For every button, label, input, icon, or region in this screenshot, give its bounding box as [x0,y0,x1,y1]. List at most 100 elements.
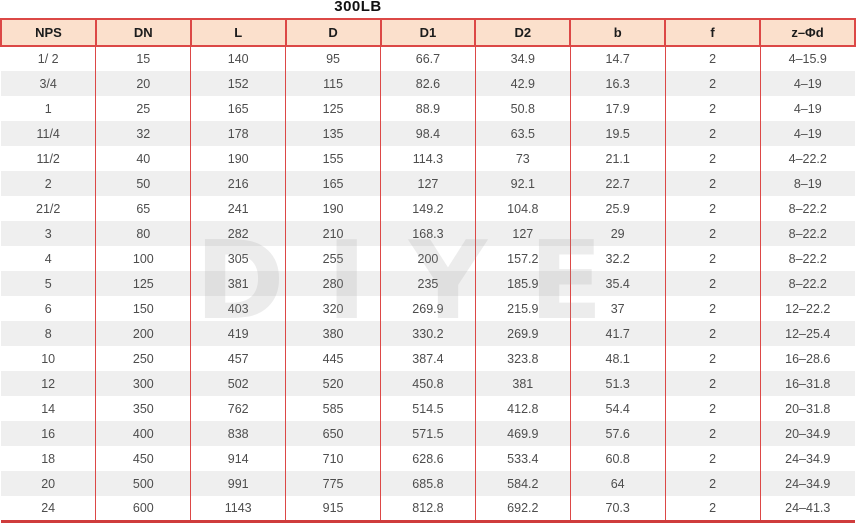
table-row: 1 25 165 125 88.9 50.8 17.9 2 4–19 [1,96,855,121]
table-row: 2 50 216 165 127 92.1 22.7 2 8–19 [1,171,855,196]
table-cell: 838 [190,421,287,446]
table-cell: 775 [285,471,381,496]
table-cell: 42.9 [474,71,571,96]
table-cell: 400 [95,421,192,446]
table-cell: 190 [285,196,381,221]
table-cell: 520 [285,371,381,396]
table-cell: 11/2 [1,146,97,171]
table-header-row: NPS DN L D D1 D2 b f z–Φd [0,18,856,47]
flange-dimensions-table: NPS DN L D D1 D2 b f z–Φd 1/ 2 15 140 95 66.7 34.9 14.… [0,18,856,523]
table-cell: 2 [664,46,761,71]
table-cell: 29 [569,221,666,246]
table-cell: 445 [285,346,381,371]
table-row: 12 300 502 520 450.8 381 51.3 2 16–31.8 [1,371,855,396]
table-cell: 533.4 [474,446,571,471]
table-cell: 584.2 [474,471,571,496]
table-row: 5 125 381 280 235 185.9 35.4 2 8–22.2 [1,271,855,296]
table-cell: 4 [1,246,97,271]
table-cell: 4–19 [759,71,855,96]
table-cell: 14 [1,396,97,421]
column-header: f [664,18,761,47]
table-cell: 35.4 [569,271,666,296]
column-header: D2 [474,18,572,47]
table-cell: 2 [664,171,761,196]
table-cell: 200 [380,246,476,271]
table-cell: 114.3 [380,146,476,171]
table-cell: 15 [95,46,192,71]
table-cell: 88.9 [380,96,476,121]
table-cell: 2 [664,196,761,221]
table-cell: 8–22.2 [759,246,855,271]
table-cell: 51.3 [569,371,666,396]
table-cell: 18 [1,446,97,471]
table-row: 4 100 305 255 200 157.2 32.2 2 8–22.2 [1,246,855,271]
column-header: b [569,18,667,47]
table-cell: 215.9 [474,296,571,321]
table-cell: 235 [380,271,476,296]
table-cell: 8–22.2 [759,271,855,296]
table-cell: 24–34.9 [759,471,855,496]
table-cell: 60.8 [569,446,666,471]
table-cell: 305 [190,246,287,271]
table-cell: 54.4 [569,396,666,421]
table-cell: 64 [569,471,666,496]
table-cell: 5 [1,271,97,296]
column-header: z–Φd [759,18,856,47]
table-cell: 4–19 [759,121,855,146]
table-row: 21/2 65 241 190 149.2 104.8 25.9 2 8–22.2 [1,196,855,221]
table-cell: 2 [664,321,761,346]
table-cell: 8–19 [759,171,855,196]
table-cell: 8 [1,321,97,346]
table-cell: 155 [285,146,381,171]
table-cell: 185.9 [474,271,571,296]
table-cell: 6 [1,296,97,321]
table-cell: 32 [95,121,192,146]
table-cell: 157.2 [474,246,571,271]
table-cell: 280 [285,271,381,296]
table-cell: 10 [1,346,97,371]
table-cell: 269.9 [380,296,476,321]
table-cell: 140 [190,46,287,71]
table-cell: 2 [664,421,761,446]
table-row: 18 450 914 710 628.6 533.4 60.8 2 24–34.9 [1,446,855,471]
table-cell: 650 [285,421,381,446]
table-cell: 16 [1,421,97,446]
table-cell: 685.8 [380,471,476,496]
table-cell: 320 [285,296,381,321]
table-cell: 63.5 [474,121,571,146]
table-cell: 150 [95,296,192,321]
table-cell: 20 [1,471,97,496]
table-cell: 12–25.4 [759,321,855,346]
table-cell: 190 [190,146,287,171]
table-cell: 25 [95,96,192,121]
table-cell: 450 [95,446,192,471]
column-header: L [189,18,287,47]
table-cell: 250 [95,346,192,371]
table-cell: 2 [664,396,761,421]
table-cell: 2 [664,146,761,171]
table-cell: 412.8 [474,396,571,421]
table-header: NPS DN L D D1 D2 b f z–Φd [0,18,856,47]
table-cell: 1143 [190,496,287,521]
table-row: 24 600 1143 915 812.8 692.2 70.3 2 24–41.3 [1,496,855,521]
table-cell: 152 [190,71,287,96]
table-cell: 2 [664,121,761,146]
table-cell: 16–28.6 [759,346,855,371]
table-row: 14 350 762 585 514.5 412.8 54.4 2 20–31.8 [1,396,855,421]
table-cell: 2 [664,296,761,321]
table-cell: 12–22.2 [759,296,855,321]
table-cell: 24–34.9 [759,446,855,471]
table-cell: 762 [190,396,287,421]
table-cell: 500 [95,471,192,496]
table-cell: 16–31.8 [759,371,855,396]
table-cell: 1 [1,96,97,121]
table-cell: 125 [285,96,381,121]
table-cell: 135 [285,121,381,146]
table-cell: 381 [190,271,287,296]
table-cell: 115 [285,71,381,96]
table-cell: 73 [474,146,571,171]
table-cell: 282 [190,221,287,246]
table-cell: 149.2 [380,196,476,221]
table-row: 3/4 20 152 115 82.6 42.9 16.3 2 4–19 [1,71,855,96]
table-cell: 57.6 [569,421,666,446]
